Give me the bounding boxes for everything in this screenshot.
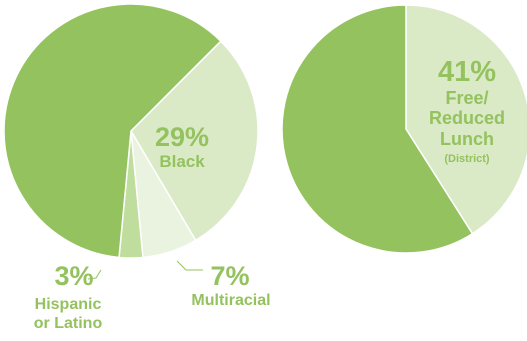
black-value-label: 29% xyxy=(155,122,209,152)
hispanic-connector xyxy=(87,269,102,280)
lunch-name-label-line2: Reduced xyxy=(429,108,505,128)
hispanic-name-label-line1: Hispanic xyxy=(35,296,102,313)
lunch-value-label: 41% xyxy=(438,56,496,88)
multiracial-value-label: 7% xyxy=(210,261,249,291)
pie2-slice-remainder xyxy=(281,4,474,254)
hispanic-value-label: 3% xyxy=(54,261,93,291)
lunch-note-label: (District) xyxy=(444,153,490,165)
hispanic-name-label-line2: or Latino xyxy=(34,315,103,332)
pie1-slice-black xyxy=(130,40,259,242)
lunch-name-label-line1: Free/ xyxy=(445,88,488,108)
pie1-slice-remainder xyxy=(3,3,222,259)
lunch-name-label-line3: Lunch xyxy=(440,129,494,149)
multiracial-connector xyxy=(176,260,203,271)
black-name-label: Black xyxy=(159,152,205,171)
multiracial-name-label: Multiracial xyxy=(191,292,270,309)
